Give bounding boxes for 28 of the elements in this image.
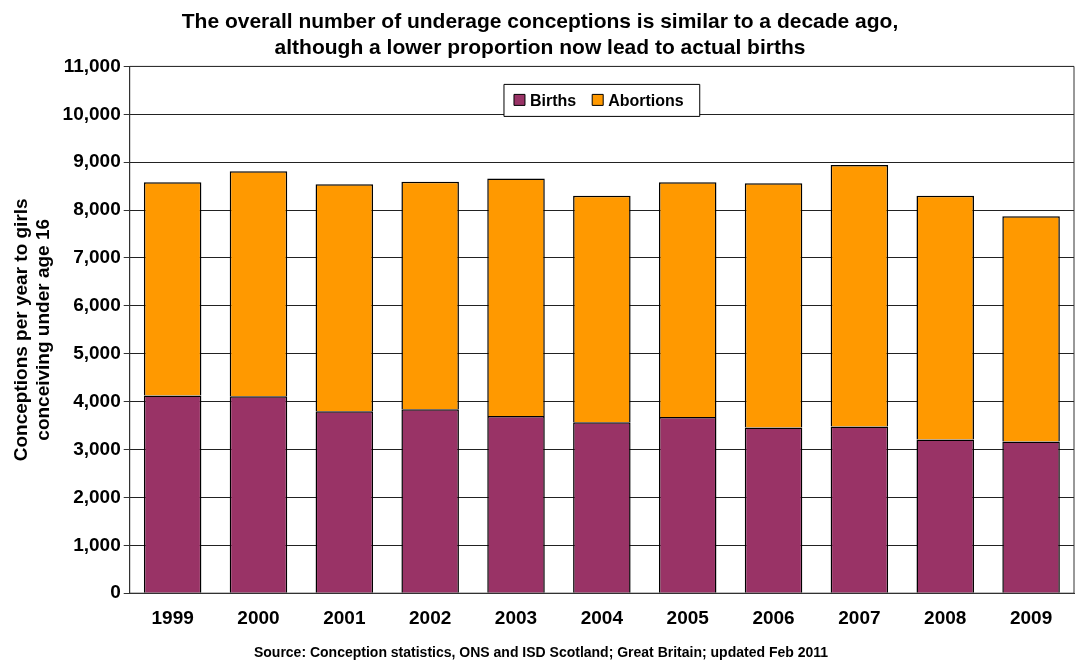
y-tick-label: 11,000 bbox=[63, 54, 121, 76]
x-tick-label: 2009 bbox=[1009, 606, 1053, 628]
source-note: Source: Conception statistics, ONS and ISD Scotland; Great Britain; updated Feb 2011 bbox=[252, 644, 830, 660]
y-tick-label: 6,000 bbox=[73, 294, 121, 316]
x-tick-label: 2007 bbox=[838, 606, 881, 628]
chart-title: The overall number of underage conceptions is similar to a decade ago, although a lower proportion now lead to actual births bbox=[181, 9, 899, 58]
y-tick-label: 0 bbox=[110, 581, 121, 603]
y-tick-label: 3,000 bbox=[73, 437, 121, 459]
y-tick-label: 1,000 bbox=[73, 533, 121, 555]
y-axis-title: Conceptions per year to girls conceiving under age 16 bbox=[9, 198, 54, 462]
legend-label: Abortions bbox=[608, 91, 684, 109]
x-tick-label: 2002 bbox=[409, 606, 452, 628]
y-tick-label: 4,000 bbox=[73, 389, 121, 411]
y-tick-label: 5,000 bbox=[73, 341, 121, 363]
y-tick-label: 2,000 bbox=[73, 485, 121, 507]
legend-label: Births bbox=[529, 91, 577, 109]
x-tick-label: 2006 bbox=[752, 606, 795, 628]
x-tick-label: 2008 bbox=[924, 606, 967, 628]
x-tick-label: 2004 bbox=[580, 606, 624, 628]
x-tick-label: 2001 bbox=[323, 606, 366, 628]
x-tick-label: 2000 bbox=[237, 606, 280, 628]
y-tick-label: 8,000 bbox=[73, 198, 121, 220]
x-tick-label: 2003 bbox=[494, 606, 538, 628]
y-tick-label: 9,000 bbox=[73, 150, 121, 172]
y-tick-label: 7,000 bbox=[73, 246, 121, 268]
x-tick-label: 2005 bbox=[666, 606, 710, 628]
y-tick-label: 10,000 bbox=[62, 102, 121, 124]
x-tick-label: 1999 bbox=[151, 606, 194, 628]
